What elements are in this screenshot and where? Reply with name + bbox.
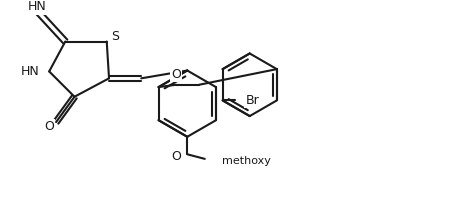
Text: O: O bbox=[171, 68, 181, 81]
Text: HN: HN bbox=[28, 0, 46, 13]
Text: O: O bbox=[44, 120, 54, 133]
Text: methoxy: methoxy bbox=[222, 156, 271, 166]
Text: S: S bbox=[111, 30, 119, 43]
Text: HN: HN bbox=[20, 65, 39, 78]
Text: O: O bbox=[171, 150, 181, 163]
Text: Br: Br bbox=[246, 94, 259, 107]
